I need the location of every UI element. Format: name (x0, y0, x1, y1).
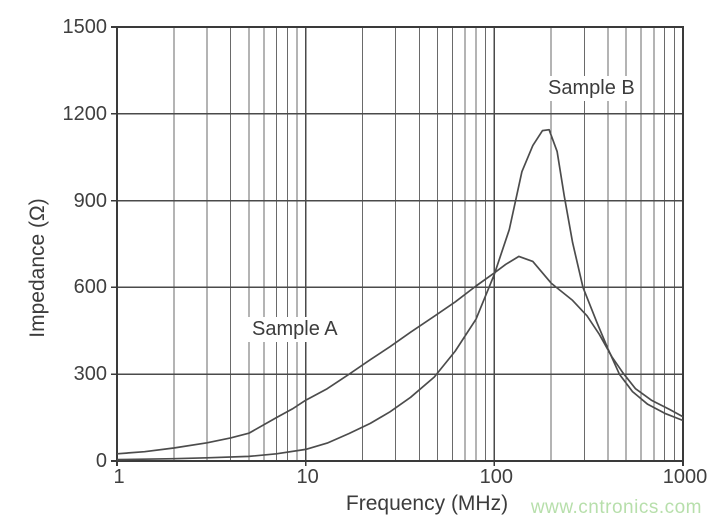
x-tick-label-1000: 1000 (662, 466, 708, 488)
curve-sample-a (116, 255, 684, 455)
curve-sample-b (116, 128, 684, 461)
x-tick-label-100: 100 (479, 466, 514, 488)
watermark: www.cntronics.com (530, 497, 702, 518)
y-tick-label-1500: 1500 (62, 16, 108, 38)
y-tick-label-0: 0 (95, 450, 107, 472)
y-tick-label-900: 900 (73, 189, 107, 212)
x-axis-title: Frequency (MHz) (345, 492, 509, 515)
y-tick-label-600: 600 (73, 276, 107, 299)
y-tick-label-1200: 1200 (62, 102, 108, 125)
x-tick-label-1: 1 (113, 466, 125, 488)
series-label-sample-a: Sample A (248, 317, 342, 342)
y-tick-label-300: 300 (73, 363, 107, 386)
series-label-sample-b: Sample B (544, 76, 639, 101)
plot-border (115, 25, 685, 463)
x-tick-label-10: 10 (296, 466, 319, 488)
